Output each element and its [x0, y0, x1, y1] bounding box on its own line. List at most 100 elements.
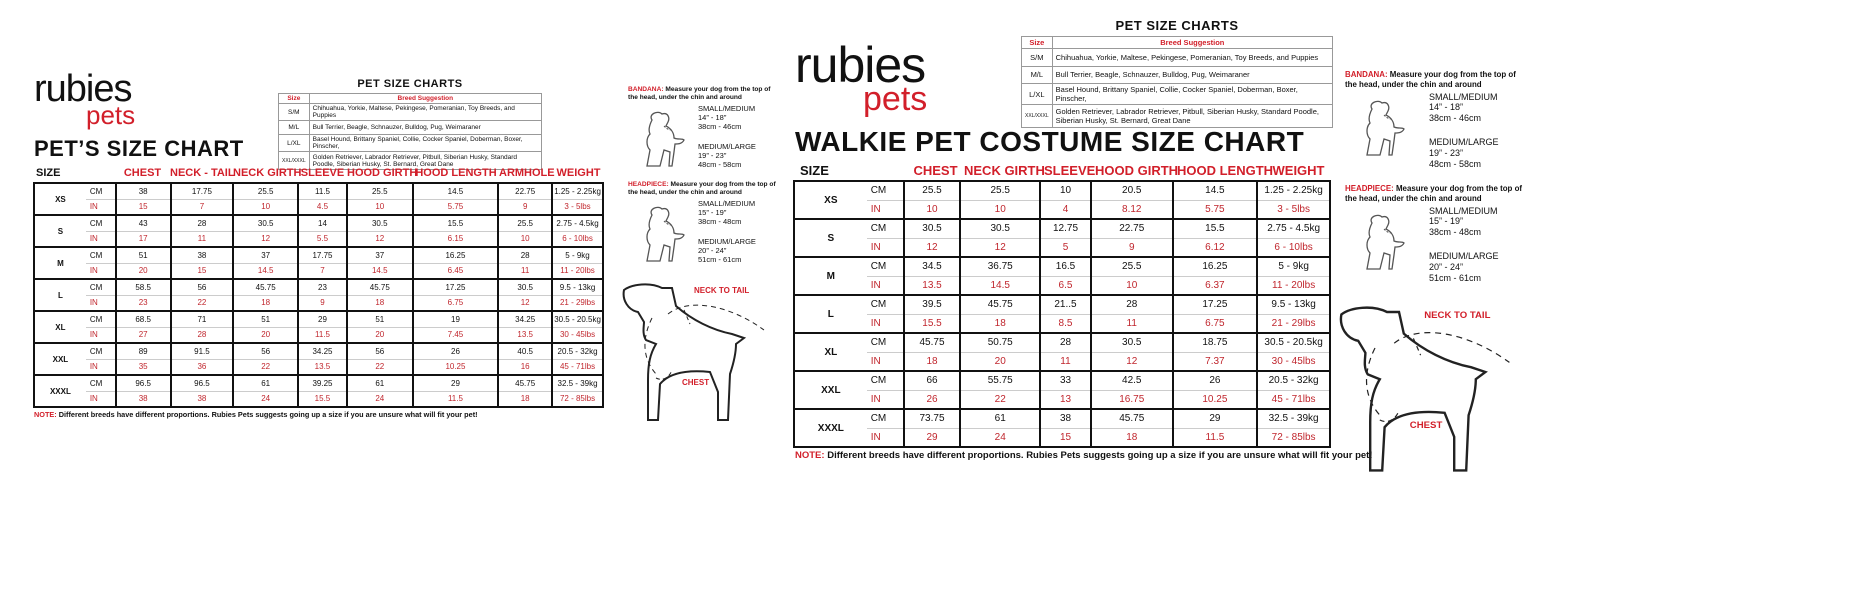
dog-head-icon — [1366, 214, 1405, 270]
cell-cm: 68.5 — [114, 310, 171, 327]
table-row-in: IN 10 10 4 8.12 5.75 3 - 5lbs — [794, 199, 1330, 219]
cell-cm: 25.5 — [232, 182, 299, 199]
measurement-diagrams-left: BANDANA: Measure your dog from the top o… — [622, 86, 778, 421]
size-line: 38cm - 48cm — [698, 217, 742, 226]
breed-row: S/M Chihuahua, Yorkie, Maltese, Pekingese… — [278, 103, 543, 121]
cell-cm: 14 — [297, 214, 347, 231]
cell-cm: 17.25 — [411, 278, 499, 295]
dog-body-icon — [622, 283, 765, 421]
cell-in: 10 — [497, 230, 553, 247]
page-title: PET’S SIZE CHART — [34, 136, 244, 161]
cell-cm: 39.25 — [297, 374, 347, 391]
breed-suggestion: Chihuahua, Yorkie, Maltese, Pekingese, P… — [1051, 48, 1334, 67]
table-row-in: IN 15.5 18 8.5 11 6.75 21 - 29lbs — [794, 313, 1330, 333]
cell-in: 21 - 29lbs — [1256, 313, 1330, 333]
cell-cm: 16.25 — [1171, 256, 1258, 276]
size-line: 19” - 23” — [1429, 147, 1464, 158]
cell-in: 11 — [169, 230, 234, 247]
cell-cm: 45.75 — [1089, 408, 1173, 428]
breed-suggestion: Basel Hound, Brittany Spaniel, Collie, C… — [308, 134, 543, 152]
unit-cm: CM — [85, 342, 116, 359]
unit-in: IN — [85, 326, 116, 343]
bandana-size: MEDIUM/LARGE 19” - 23” 48cm - 58cm — [1429, 137, 1499, 169]
size-line: 20” - 24” — [698, 246, 727, 255]
cell-cm: 28 — [1039, 332, 1091, 352]
breed-suggestion: Bull Terrier, Beagle, Schnauzer, Bulldog… — [1051, 65, 1334, 84]
dog-head-icon — [646, 111, 685, 167]
note-text: Different breeds have different proporti… — [824, 450, 1373, 461]
unit-cm: CM — [85, 374, 116, 391]
bandana-size: MEDIUM/LARGE 19” - 23” 48cm - 58cm — [698, 142, 756, 169]
cell-in: 72 - 85lbs — [551, 390, 603, 407]
table-row-in: IN 13.5 14.5 6.5 10 6.37 11 - 20lbs — [794, 275, 1330, 295]
cell-in: 13 — [1039, 389, 1091, 409]
cell-in: 11 - 20lbs — [551, 262, 603, 279]
unit-in: IN — [85, 262, 116, 279]
cell-cm: 14.5 — [1171, 180, 1258, 200]
cell-cm: 30.5 — [959, 218, 1041, 238]
breed-row: S/M Chihuahua, Yorkie, Maltese, Pekingese… — [1021, 48, 1334, 67]
cell-in: 5.5 — [297, 230, 347, 247]
cell-in: 38 — [169, 390, 234, 407]
size-line: SMALL/MEDIUM — [1429, 91, 1498, 102]
unit-in: IN — [866, 427, 904, 447]
cell-cm: 25.5 — [1089, 256, 1173, 276]
size-line: 38cm - 48cm — [1429, 227, 1482, 238]
cell-in: 3 - 5lbs — [1256, 199, 1330, 219]
cell-in: 4 — [1039, 199, 1091, 219]
size-line: 38cm - 46cm — [698, 122, 742, 131]
cell-cm: 25.5 — [959, 180, 1041, 200]
headpiece-dog — [1362, 213, 1410, 276]
size-label: XL — [34, 310, 86, 343]
note-label: NOTE: — [34, 410, 57, 419]
breed-row: L/XL Basel Hound, Brittany Spaniel, Colli… — [278, 134, 543, 152]
breed-size: M/L — [278, 120, 310, 135]
cell-in: 22 — [232, 358, 299, 375]
table-row-in: IN 23 22 18 9 18 6.75 12 21 - 29lbs — [34, 294, 603, 311]
headpiece-text: Measure your dog from the top of the hea… — [628, 181, 776, 197]
cell-in: 7 — [169, 198, 234, 215]
cell-cm: 61 — [345, 374, 413, 391]
cell-in: 6.37 — [1171, 275, 1258, 295]
cell-in: 29 — [902, 427, 961, 447]
breed-suggestion: Basel Hound, Brittany Spaniel, Collie, C… — [1051, 83, 1334, 105]
column-header: WEIGHT — [556, 167, 601, 179]
cell-in: 6.75 — [411, 294, 499, 311]
dog-body — [1339, 300, 1519, 485]
unit-in: IN — [866, 237, 904, 257]
column-header: NECK GIRTH — [233, 167, 302, 179]
cell-cm: 51 — [114, 246, 171, 263]
cell-in: 6.75 — [1171, 313, 1258, 333]
cell-in: 10 — [345, 198, 413, 215]
cell-cm: 29 — [411, 374, 499, 391]
cell-in: 12 — [345, 230, 413, 247]
cell-cm: 61 — [232, 374, 299, 391]
breed-size: M/L — [1021, 65, 1053, 84]
cell-in: 17 — [114, 230, 171, 247]
cell-cm: 19 — [411, 310, 499, 327]
size-line: 15” - 19” — [698, 208, 727, 217]
breed-size: XXL/XXXL — [1021, 104, 1053, 128]
breed-table-right: PET SIZE CHARTS Size Breed Suggestion S/M C… — [1021, 18, 1334, 128]
column-header: SLEEVE — [1044, 163, 1096, 178]
breed-table-title: PET SIZE CHARTS — [1115, 18, 1239, 33]
cell-in: 20 — [959, 351, 1041, 371]
cell-cm: 9.5 - 13kg — [551, 278, 603, 295]
cell-cm: 37 — [345, 246, 413, 263]
cell-in: 21 - 29lbs — [551, 294, 603, 311]
cell-cm: 28 — [169, 214, 234, 231]
cell-cm: 45.75 — [902, 332, 961, 352]
cell-in: 11 - 20lbs — [1256, 275, 1330, 295]
table-row-in: IN 17 11 12 5.5 12 6.15 10 6 - 10lbs — [34, 230, 603, 247]
table-row-cm: M CM 51 38 37 17.75 37 16.25 28 5 - 9kg — [34, 246, 603, 279]
cell-cm: 33 — [1039, 370, 1091, 390]
cell-cm: 36.75 — [959, 256, 1041, 276]
cell-in: 10 — [902, 199, 961, 219]
cell-in: 20 — [232, 326, 299, 343]
breed-size: XXL/XXXL — [278, 151, 310, 170]
breed-table-title: PET SIZE CHARTS — [357, 78, 463, 90]
cell-in: 13.5 — [497, 326, 553, 343]
cell-in: 12 — [232, 230, 299, 247]
cell-cm: 2.75 - 4.5kg — [551, 214, 603, 231]
cell-cm: 58.5 — [114, 278, 171, 295]
